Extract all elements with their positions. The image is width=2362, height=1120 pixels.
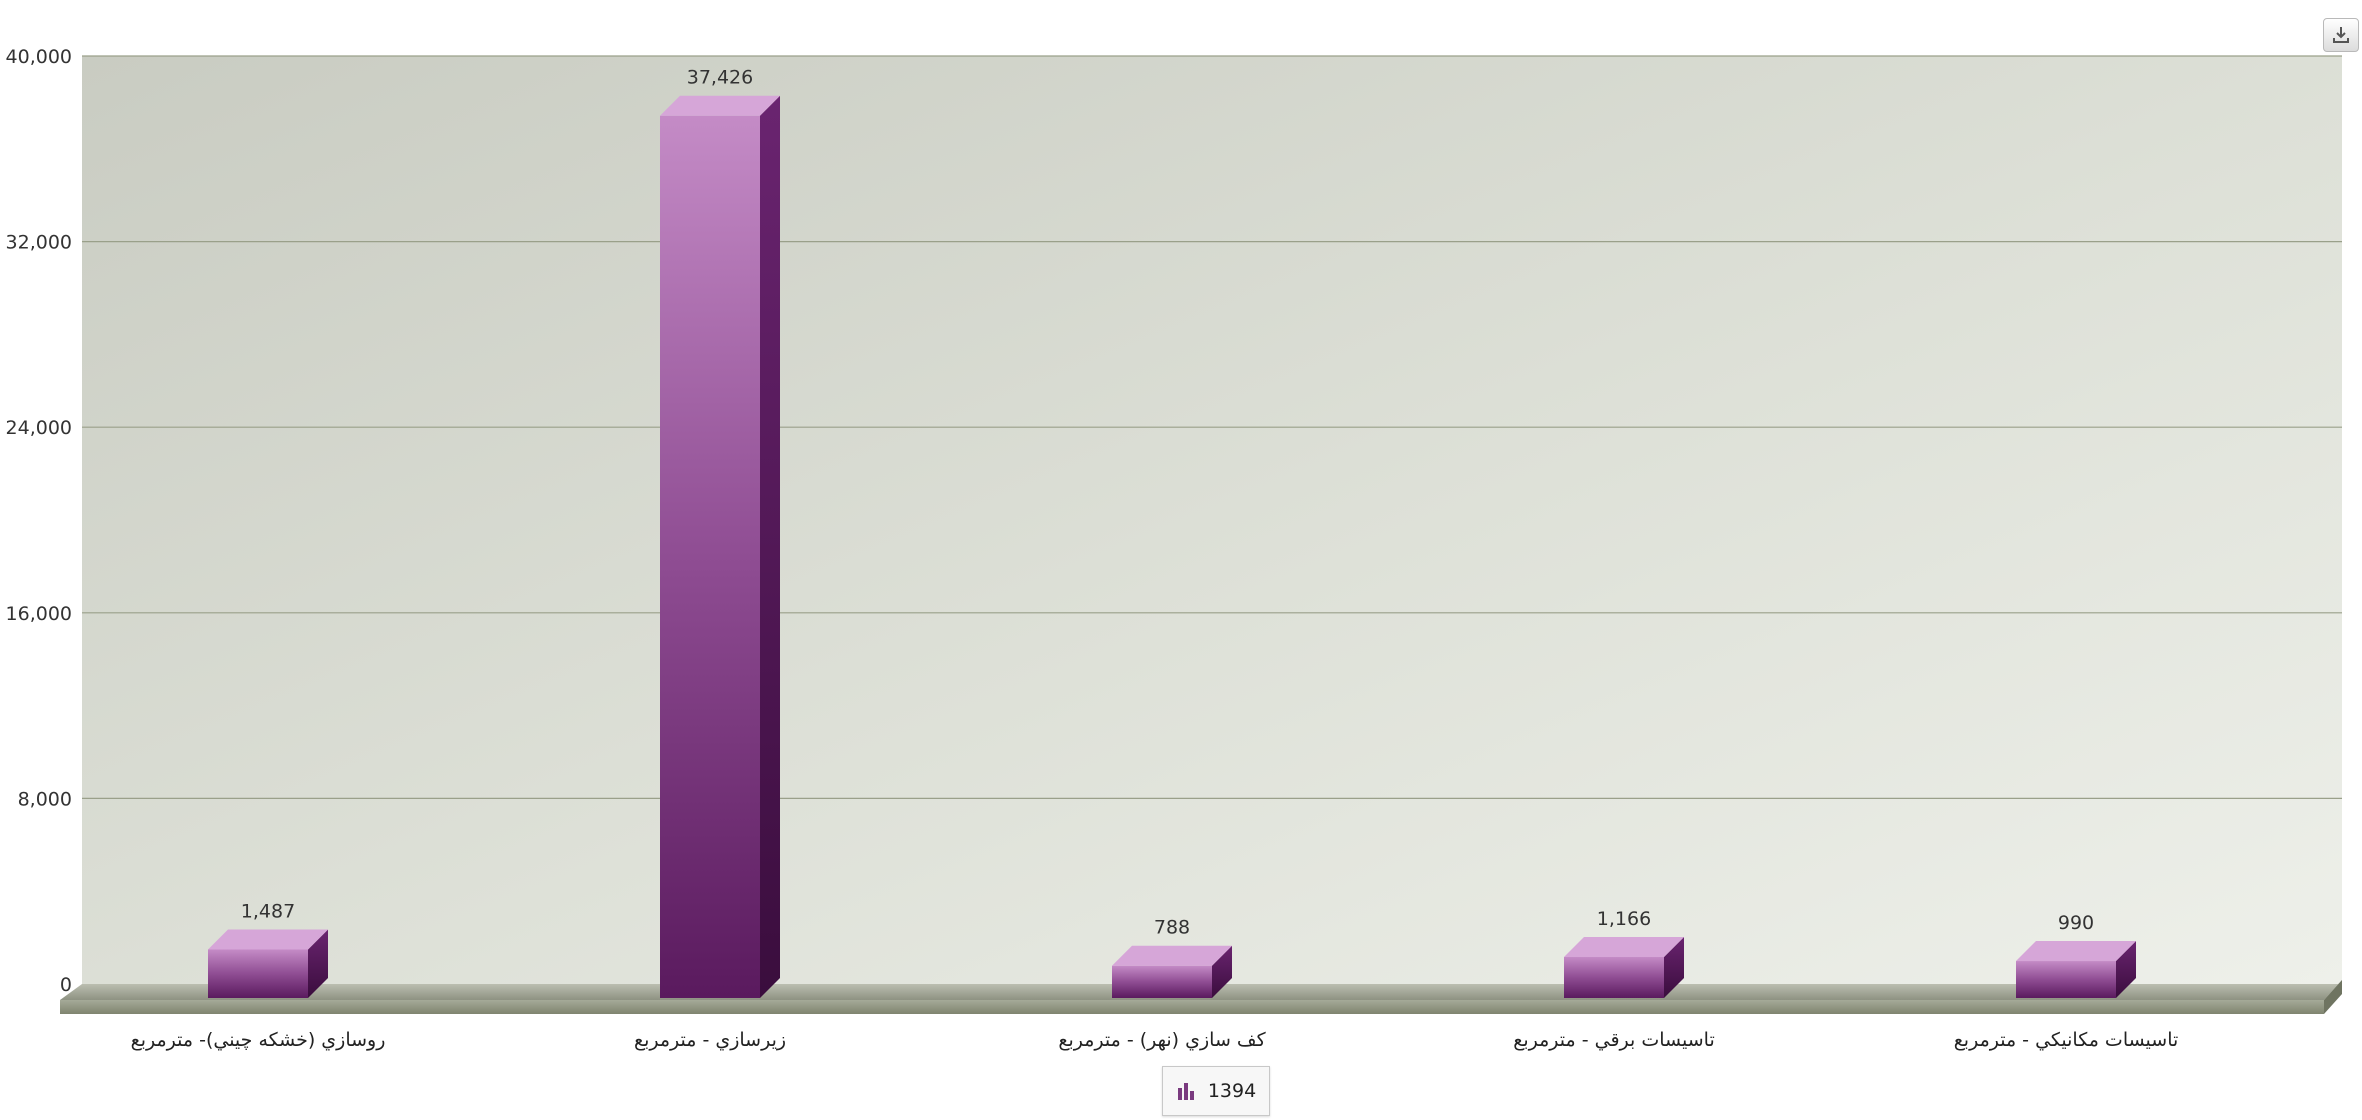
data-label: 1,166 — [1597, 908, 1651, 930]
bar-side — [1664, 936, 1684, 998]
bar-top — [208, 929, 328, 950]
bar[interactable] — [1564, 936, 1684, 998]
grid-lines — [82, 55, 2342, 800]
bar[interactable] — [1112, 945, 1232, 998]
y-tick-label: 24,000 — [6, 417, 72, 439]
x-axis-labels: روسازي (خشكه چيني)- مترمربع زيرسازي - متر… — [131, 1029, 2179, 1051]
x-tick-label: تاسيسات برقي - مترمربع — [1513, 1029, 1714, 1051]
bar-chart-icon — [1177, 1083, 1194, 1100]
x-tick-label: كف سازي (نهر) - مترمربع — [1058, 1029, 1266, 1051]
x-tick-label: تاسيسات مكانيكي - مترمربع — [1954, 1029, 2179, 1051]
y-tick-label: 40,000 — [6, 46, 72, 68]
bar-top — [1112, 945, 1232, 966]
bar-side — [760, 95, 780, 998]
data-label: 1,487 — [241, 901, 295, 923]
bar-top — [660, 95, 780, 116]
bar-side — [1212, 945, 1232, 998]
data-label: 990 — [2058, 912, 2094, 934]
legend-label: 1394 — [1207, 1080, 1257, 1102]
bar[interactable] — [208, 929, 328, 998]
bar-front — [208, 949, 308, 998]
bar-side — [308, 929, 328, 998]
bar-top — [1564, 936, 1684, 957]
bar[interactable] — [660, 95, 780, 998]
y-tick-label: 8,000 — [18, 788, 72, 810]
legend[interactable]: 1394 — [1162, 1066, 1270, 1116]
plot-background — [82, 56, 2342, 994]
bar-front — [2016, 961, 2116, 998]
y-tick-label: 16,000 — [6, 603, 72, 625]
floor-side — [2324, 980, 2342, 1014]
bar-front — [1564, 956, 1664, 998]
floor-front — [60, 1000, 2324, 1014]
bar[interactable] — [2016, 941, 2136, 998]
bar-front — [1112, 965, 1212, 998]
bars: 1,487 37,426 788 1,166 990 — [208, 67, 2136, 998]
x-tick-label: روسازي (خشكه چيني)- مترمربع — [131, 1029, 386, 1051]
bar-top — [2016, 941, 2136, 962]
export-button[interactable] — [2323, 18, 2359, 52]
y-tick-label: 32,000 — [6, 232, 72, 254]
y-axis-ticks: 0 8,000 16,000 24,000 32,000 40,000 — [6, 46, 72, 996]
data-label: 37,426 — [687, 67, 753, 89]
y-tick-label: 0 — [60, 974, 72, 996]
x-tick-label: زيرسازي - مترمربع — [634, 1029, 786, 1051]
bar-front — [660, 115, 760, 998]
data-label: 788 — [1154, 917, 1190, 939]
download-icon — [2333, 27, 2349, 43]
bar-side — [2116, 941, 2136, 998]
